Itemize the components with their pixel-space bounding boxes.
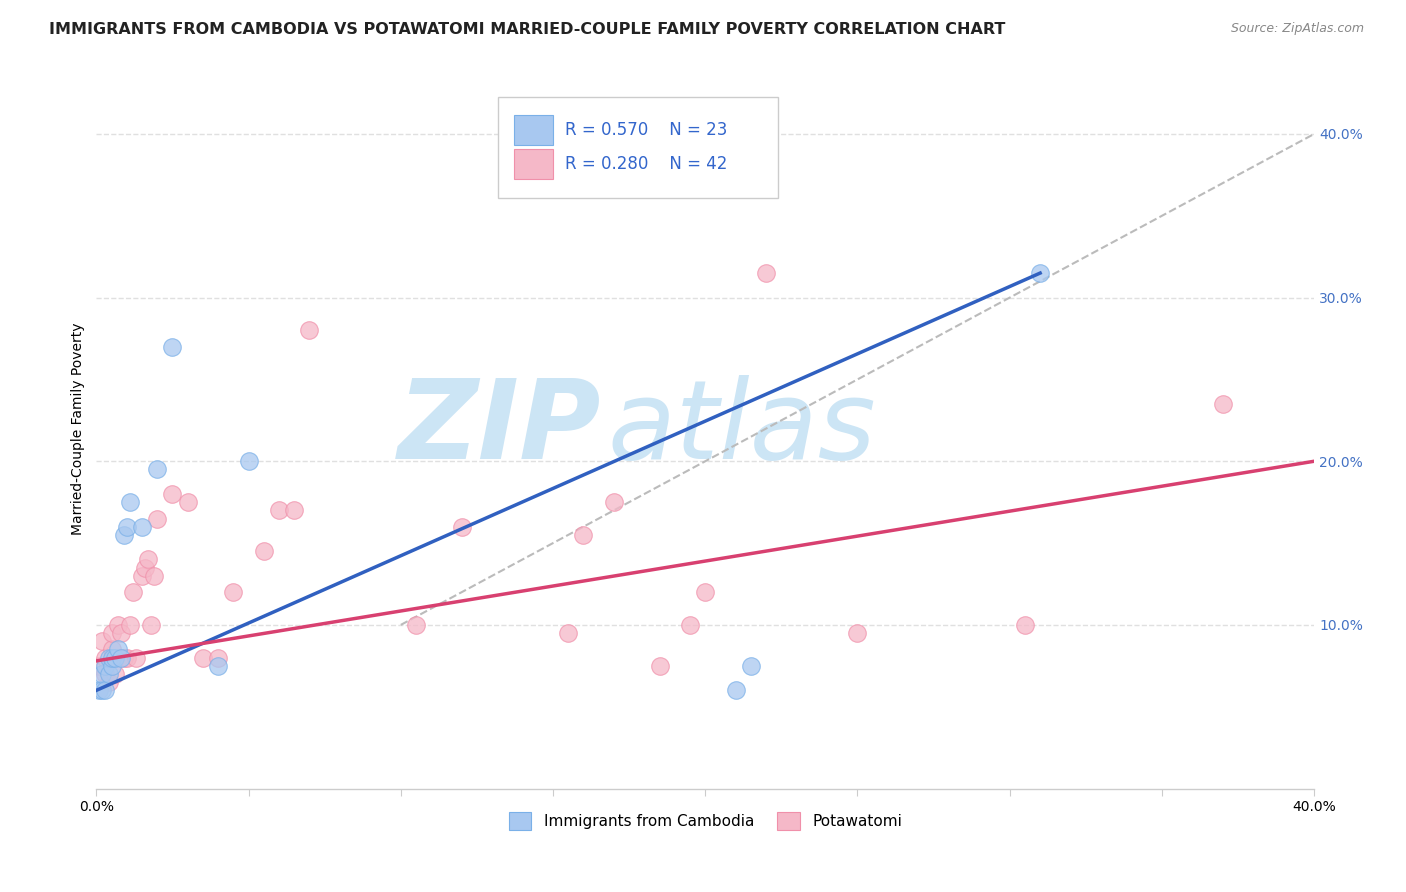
Point [115,650,138,665]
Point [91,683,114,698]
Point [755,266,778,280]
Text: R = 0.280    N = 42: R = 0.280 N = 42 [565,155,727,173]
Text: atlas: atlas [607,375,876,482]
Point [603,495,626,509]
Point [146,511,169,525]
Point [207,658,229,673]
Point [298,323,321,337]
Point [94,667,117,681]
Point [89,683,111,698]
Point [143,569,166,583]
Point [118,618,141,632]
Point [97,650,120,665]
Point [222,585,245,599]
Y-axis label: Married-Couple Family Poverty: Married-Couple Family Poverty [72,322,86,535]
Point [572,528,595,542]
Text: ZIP: ZIP [398,375,602,482]
Point [100,658,122,673]
Point [679,618,702,632]
Point [648,658,671,673]
Point [740,658,762,673]
Point [97,667,120,681]
Text: IMMIGRANTS FROM CAMBODIA VS POTAWATOMI MARRIED-COUPLE FAMILY POVERTY CORRELATION: IMMIGRANTS FROM CAMBODIA VS POTAWATOMI M… [49,22,1005,37]
Point [146,462,169,476]
Point [104,650,127,665]
Point [695,585,717,599]
Point [118,495,141,509]
Point [162,487,184,501]
Point [191,650,214,665]
Point [107,618,129,632]
Point [267,503,290,517]
Point [122,585,145,599]
Point [557,626,579,640]
FancyBboxPatch shape [515,149,553,179]
Point [94,683,117,698]
Point [110,626,132,640]
Text: R = 0.570    N = 23: R = 0.570 N = 23 [565,120,727,139]
Point [115,519,138,533]
Point [112,528,135,542]
FancyBboxPatch shape [515,114,553,145]
Point [94,650,117,665]
FancyBboxPatch shape [498,97,779,198]
Point [107,642,129,657]
Point [1212,397,1234,411]
Point [91,634,114,648]
Point [141,618,163,632]
Point [89,658,111,673]
Point [125,650,148,665]
Point [94,658,117,673]
Point [238,454,260,468]
Point [1029,266,1052,280]
Point [1014,618,1036,632]
Point [131,569,153,583]
Point [253,544,276,558]
Text: Source: ZipAtlas.com: Source: ZipAtlas.com [1230,22,1364,36]
Point [846,626,869,640]
Point [405,618,427,632]
Point [283,503,305,517]
Point [100,650,122,665]
Point [110,650,132,665]
Point [136,552,159,566]
Point [162,340,184,354]
Point [97,675,120,690]
Point [91,667,114,681]
Point [100,642,122,657]
Point [112,650,135,665]
Point [724,683,747,698]
Legend: Immigrants from Cambodia, Potawatomi: Immigrants from Cambodia, Potawatomi [503,807,907,835]
Point [100,626,122,640]
Point [104,667,127,681]
Point [450,519,472,533]
Point [207,650,229,665]
Point [176,495,198,509]
Point [134,560,156,574]
Point [131,519,153,533]
